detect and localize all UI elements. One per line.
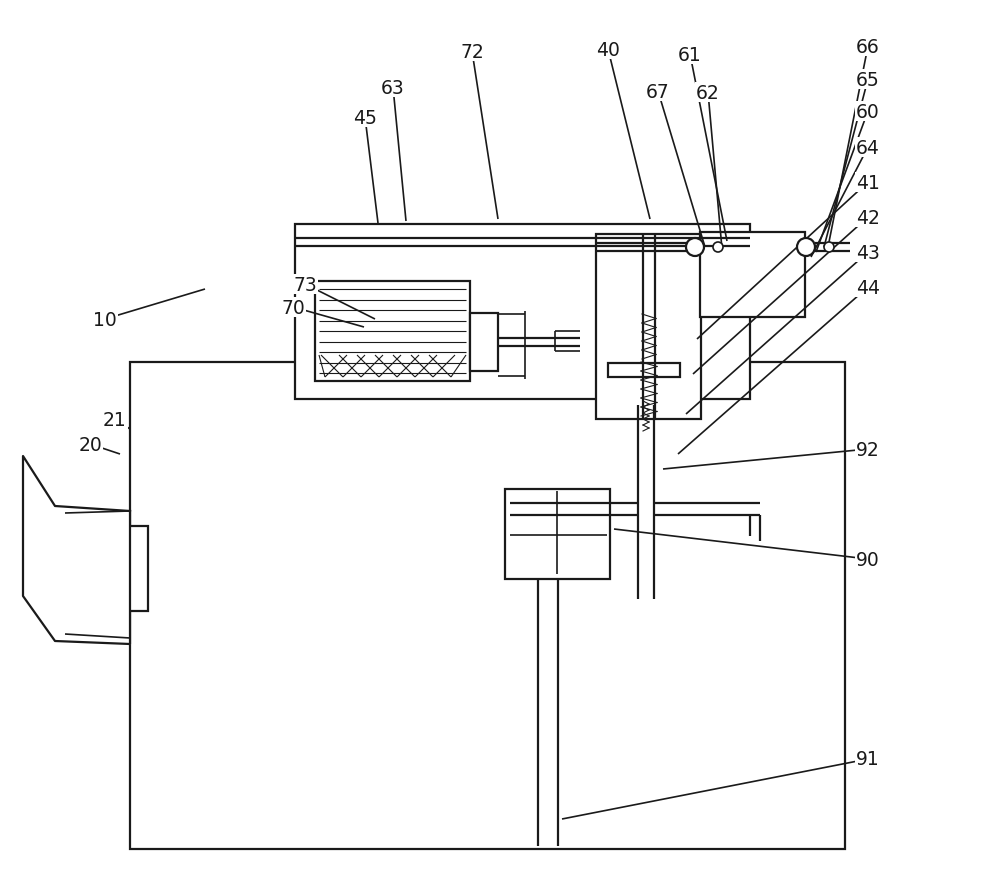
Text: 21: 21 [103,410,127,429]
Bar [470,314,498,371]
Text: 41: 41 [856,174,880,192]
Text: 65: 65 [856,70,880,89]
Text: 66: 66 [856,37,880,57]
Text: 90: 90 [856,550,880,569]
Bar [130,362,845,849]
Bar [505,489,610,579]
Bar [700,233,805,318]
Bar [90,541,130,596]
Text: 20: 20 [78,435,102,454]
Circle shape [713,243,723,253]
Text: 62: 62 [696,83,720,103]
Text: 63: 63 [381,79,405,97]
Bar [295,225,750,400]
Text: 64: 64 [856,138,880,158]
Circle shape [797,238,815,257]
Bar [608,363,680,377]
Text: 70: 70 [281,299,305,317]
Polygon shape [23,456,130,644]
Text: 72: 72 [460,43,484,61]
Bar [315,282,470,382]
Text: 73: 73 [293,276,317,294]
Text: 40: 40 [596,41,620,59]
Text: 43: 43 [856,244,880,262]
Bar [596,235,701,420]
Text: 61: 61 [678,45,702,65]
Text: 91: 91 [856,750,880,769]
Text: 92: 92 [856,440,880,459]
Text: 67: 67 [646,82,670,101]
Text: 42: 42 [856,208,880,227]
Text: 10: 10 [93,310,117,329]
Bar [90,526,148,611]
Text: 45: 45 [353,108,377,128]
Circle shape [824,243,834,253]
Text: 44: 44 [856,278,880,297]
Circle shape [686,238,704,257]
Text: 60: 60 [856,103,880,121]
